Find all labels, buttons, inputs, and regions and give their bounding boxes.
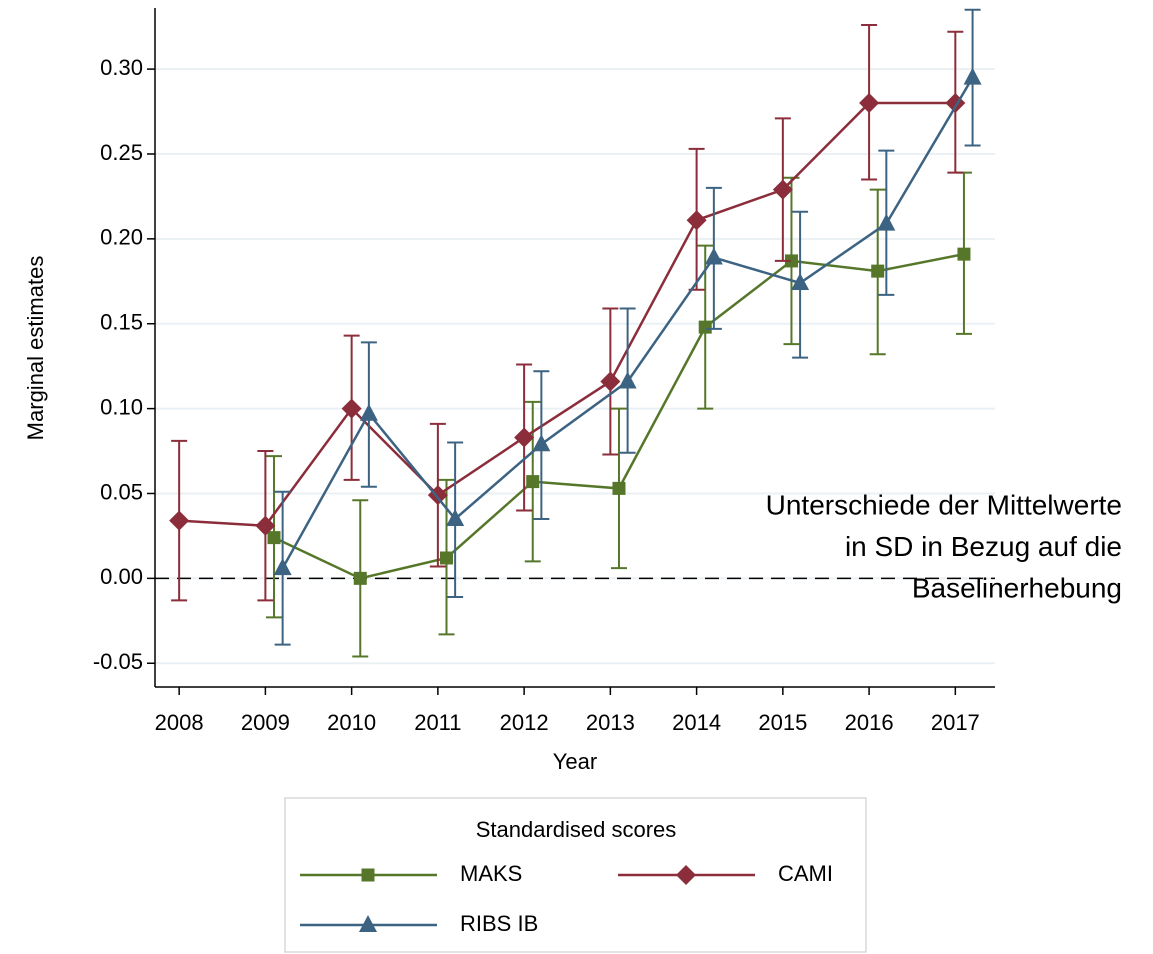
marker [618,371,637,389]
x-tick-label: 2017 [931,710,980,735]
x-tick-label: 2016 [845,710,894,735]
marker [784,254,798,268]
x-tick-label: 2009 [241,710,290,735]
marker [446,508,465,526]
marker [859,93,880,114]
marker [686,210,707,231]
y-tick-label: 0.25 [100,140,143,165]
marker [963,67,982,85]
series-line [179,101,956,528]
marker [772,179,793,200]
y-tick-label: 0.05 [100,479,143,504]
legend-label: RIBS IB [460,911,538,936]
x-tick-label: 2011 [414,710,461,735]
marker [612,481,626,495]
marker [439,551,453,565]
legend-label: CAMI [778,861,833,886]
marker [361,868,375,882]
marker [341,398,362,419]
marker [359,403,378,421]
marker [698,320,712,334]
marker [532,434,551,452]
y-tick-label: 0.30 [100,55,143,80]
marker [353,571,367,585]
marker [957,247,971,261]
x-axis-label: Year [553,749,597,774]
marker [514,427,535,448]
x-tick-label: 2008 [155,710,204,735]
legend-label: MAKS [460,861,522,886]
marker [267,531,281,545]
x-tick-label: 2012 [500,710,549,735]
y-tick-label: -0.05 [93,649,143,674]
marker [871,264,885,278]
y-tick-label: 0.10 [100,394,143,419]
legend-title: Standardised scores [476,817,677,842]
marker [704,247,723,265]
marker [791,272,810,290]
x-tick-label: 2015 [758,710,807,735]
x-tick-label: 2013 [586,710,635,735]
y-tick-label: 0.15 [100,310,143,335]
marker [255,515,276,536]
annotation: Baselinerhebung [912,572,1122,603]
x-tick-label: 2010 [327,710,376,735]
marker [273,558,292,576]
marker [877,213,896,231]
marker [359,915,377,932]
annotation: in SD in Bezug auf die [845,531,1122,562]
marker [169,510,190,531]
y-tick-label: 0.20 [100,225,143,250]
x-tick-label: 2014 [672,710,721,735]
marker [600,371,621,392]
y-axis-label: Marginal estimates [23,256,48,441]
marker [526,475,540,489]
y-tick-label: 0.00 [100,564,143,589]
marker [676,865,696,885]
annotation: Unterschiede der Mittelwerte [766,489,1122,520]
